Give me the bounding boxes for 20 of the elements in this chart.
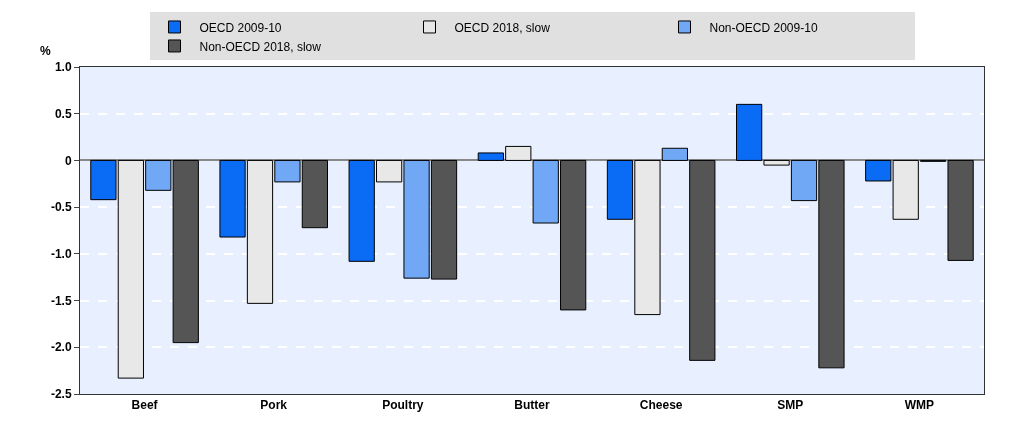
y-tick-label: -0.5 (50, 200, 72, 215)
legend-label: OECD 2009-10 (199, 20, 282, 35)
x-tick-label: WMP (904, 398, 935, 413)
x-tick-label: Butter (514, 398, 550, 413)
y-tick-label: -2.0 (50, 340, 72, 355)
y-tick-label: -2.5 (50, 387, 72, 402)
legend-label: Non-OECD 2018, slow (199, 39, 322, 54)
y-axis-title: % (40, 44, 51, 58)
y-tick-label: -1.0 (50, 247, 72, 262)
y-tick-label: 0 (64, 153, 72, 168)
x-tick-label: Pork (260, 398, 288, 413)
x-tick-label: Poultry (382, 398, 424, 413)
legend-label: Non-OECD 2009-10 (709, 20, 818, 35)
x-tick-label: SMP (777, 398, 804, 413)
y-tick-label: -1.5 (50, 293, 72, 308)
y-tick-label: 0.5 (54, 106, 72, 121)
y-tick-label: 1.0 (54, 60, 72, 75)
x-tick-label: Cheese (639, 398, 683, 413)
legend-label: OECD 2018, slow (454, 20, 551, 35)
x-tick-label: Beef (131, 398, 159, 413)
